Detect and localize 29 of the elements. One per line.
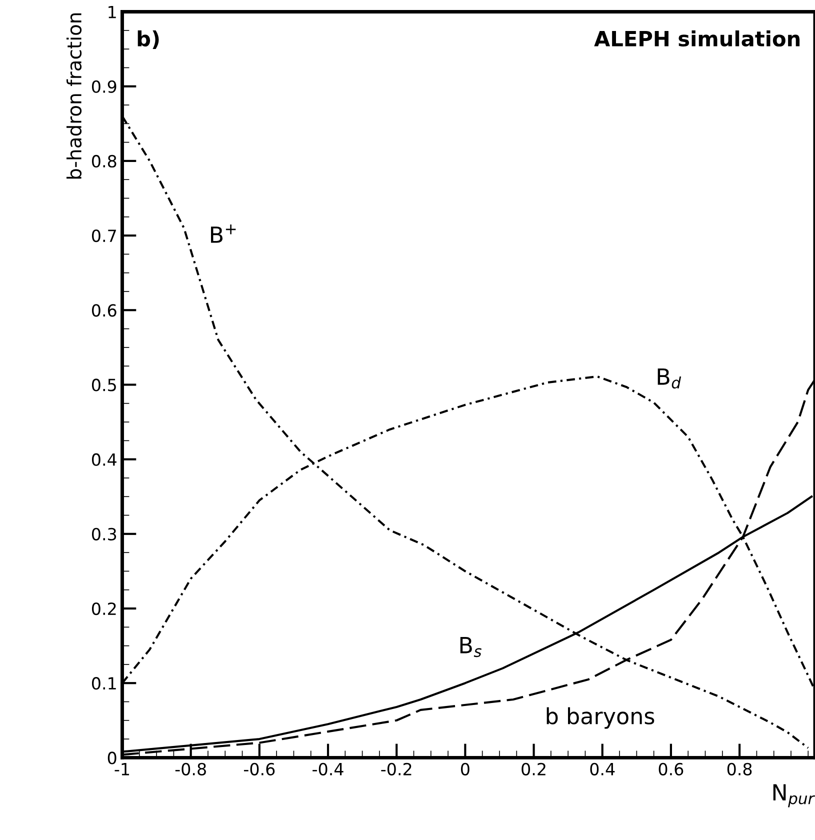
series-label: B$_{d}$ bbox=[658, 368, 682, 389]
x-tick-label: 0 bbox=[460, 762, 470, 776]
y-tick-label: 0.7 bbox=[92, 230, 116, 242]
x-tick-label: 0.6 bbox=[658, 762, 684, 776]
x-tick-label: 0.2 bbox=[522, 762, 546, 776]
x-tick-label: -0.4 bbox=[312, 762, 344, 776]
x-tick-label: -0.6 bbox=[244, 762, 275, 776]
y-tick-label: 0.1 bbox=[92, 677, 116, 690]
series-label: B$^{+}$ bbox=[211, 224, 236, 243]
y-tick-label: 0.9 bbox=[92, 80, 116, 93]
series-label: b baryons bbox=[546, 707, 654, 729]
annotation: ALEPH simulation bbox=[594, 30, 800, 47]
y-tick-label: 1 bbox=[108, 6, 116, 18]
annotation: b) bbox=[138, 30, 159, 49]
y-tick-label: 0.6 bbox=[92, 304, 116, 317]
y-tick-label: 0.2 bbox=[92, 602, 116, 616]
y-tick-label: 0.4 bbox=[92, 453, 116, 466]
y-axis-title: b-hadron fraction bbox=[66, 13, 82, 179]
x-tick-label: 0.8 bbox=[727, 762, 752, 776]
y-tick-label: 0 bbox=[108, 752, 116, 764]
x-tick-label: -1 bbox=[114, 763, 130, 776]
y-tick-label: 0.8 bbox=[92, 154, 116, 168]
series-label: B$_{s}$ bbox=[460, 637, 482, 658]
x-tick-label: -0.8 bbox=[175, 762, 206, 776]
x-axis-title: N$_{pur}$ bbox=[773, 784, 815, 808]
x-tick-label: -0.2 bbox=[381, 762, 412, 776]
y-tick-label: 0.5 bbox=[92, 378, 116, 392]
x-tick-label: 0.4 bbox=[590, 762, 615, 776]
y-tick-label: 0.3 bbox=[92, 528, 116, 540]
